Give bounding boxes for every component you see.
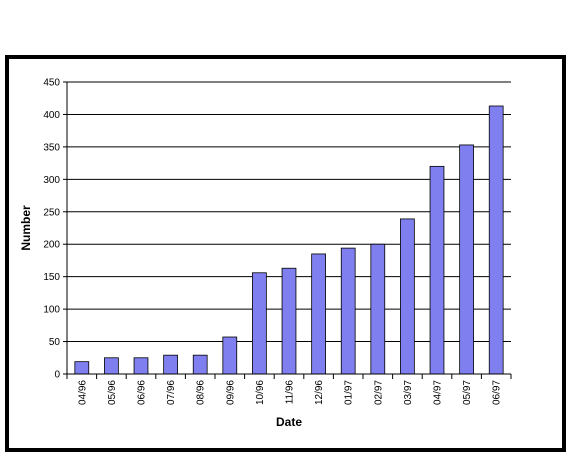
x-axis-title: Date — [276, 415, 302, 429]
x-tick-label: 11/96 — [285, 380, 296, 405]
y-tick-label: 300 — [43, 175, 60, 186]
bar — [74, 361, 90, 375]
x-tick-label: 07/96 — [166, 380, 177, 405]
x-tick-label: 10/96 — [255, 380, 266, 405]
x-tick-label: 05/96 — [107, 380, 118, 405]
x-tick-label: 01/97 — [344, 380, 355, 405]
y-tick-label: 400 — [43, 110, 60, 121]
x-tick-label: 04/97 — [433, 380, 444, 405]
bar — [163, 354, 178, 375]
bar — [429, 165, 445, 375]
x-tick-label: 04/96 — [77, 380, 88, 405]
y-tick-label: 450 — [43, 78, 60, 89]
y-tick-label: 250 — [43, 207, 60, 218]
x-tick-label: 03/97 — [403, 380, 414, 405]
y-tick-label: 200 — [43, 240, 60, 251]
y-tick-label: 50 — [49, 337, 61, 348]
x-tick-label: 12/96 — [314, 380, 325, 405]
y-axis-title: Number — [19, 205, 33, 251]
bar — [459, 144, 474, 375]
bar — [311, 253, 326, 375]
x-tick-label: 02/97 — [373, 380, 384, 405]
bar — [340, 247, 356, 375]
bar — [133, 357, 149, 375]
y-tick-label: 100 — [43, 305, 60, 316]
y-tick-label: 0 — [54, 370, 60, 381]
bar — [222, 336, 238, 375]
x-tick-label: 06/96 — [137, 380, 148, 405]
bar — [252, 272, 267, 375]
bar — [488, 105, 504, 375]
bar — [281, 267, 297, 375]
x-tick-label: 05/97 — [462, 380, 473, 405]
y-tick-label: 150 — [43, 272, 60, 283]
bar — [104, 357, 119, 375]
bar — [192, 354, 208, 375]
bar — [400, 218, 415, 375]
x-tick-label: 08/96 — [196, 380, 207, 405]
y-tick-label: 350 — [43, 142, 60, 153]
bar — [370, 243, 386, 375]
x-tick-label: 09/96 — [225, 380, 236, 405]
x-tick-label: 06/97 — [492, 380, 503, 405]
